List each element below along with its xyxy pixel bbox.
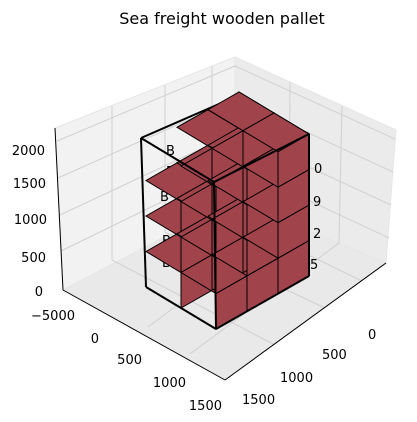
x-tick-label: 1500: [242, 393, 275, 408]
y-tick-label: 0: [91, 332, 99, 347]
box-label-right: 9: [313, 195, 321, 210]
x-tick-label: 0: [368, 328, 376, 343]
box-label-left: B: [160, 190, 169, 205]
axis-lines: [54, 127, 387, 381]
z-tick-label: 1000: [14, 213, 47, 228]
z-axis-line: [54, 127, 64, 291]
grid-line: [56, 65, 236, 142]
container-edge: [145, 286, 217, 330]
grid-line: [234, 65, 396, 140]
box-label-right: 5: [310, 258, 318, 273]
z-tick-label: 1500: [13, 177, 46, 192]
container-edge: [213, 181, 217, 330]
x-axis-line: [224, 262, 387, 381]
box-label-right: 2: [313, 227, 321, 242]
y-tick-label: 500: [117, 353, 142, 368]
y-tick-labels: −5000 0 500 1000 1500: [31, 309, 222, 414]
container-edge: [213, 133, 310, 183]
z-tick-label: 2000: [12, 144, 45, 159]
container-edge: [215, 275, 310, 330]
z-tick-label: 0: [35, 285, 43, 300]
y-axis-line: [62, 289, 226, 381]
y-tick-label: 1000: [153, 376, 186, 391]
y-tick-label: −5000: [31, 309, 75, 324]
box-label-right: 0: [314, 162, 322, 177]
x-tick-label: 500: [322, 348, 347, 363]
container-front-edges: [140, 133, 310, 330]
grid-line: [111, 259, 276, 346]
grid-line: [338, 105, 343, 244]
y-tick-label: 1500: [189, 399, 222, 414]
x-tick-label: 1000: [280, 371, 313, 386]
z-tick-label: 500: [21, 251, 46, 266]
container-edge: [140, 137, 215, 183]
container-edge: [140, 137, 147, 288]
chart-title: Sea freight wooden pallet: [119, 9, 325, 28]
z-tick-labels: 0 500 1000 1500 2000: [12, 144, 47, 300]
hidden-right-labels: 0 9 2 5: [310, 162, 322, 273]
box-label-left: B: [166, 144, 175, 159]
x-tick-labels: 0 500 1000 1500: [242, 328, 376, 408]
